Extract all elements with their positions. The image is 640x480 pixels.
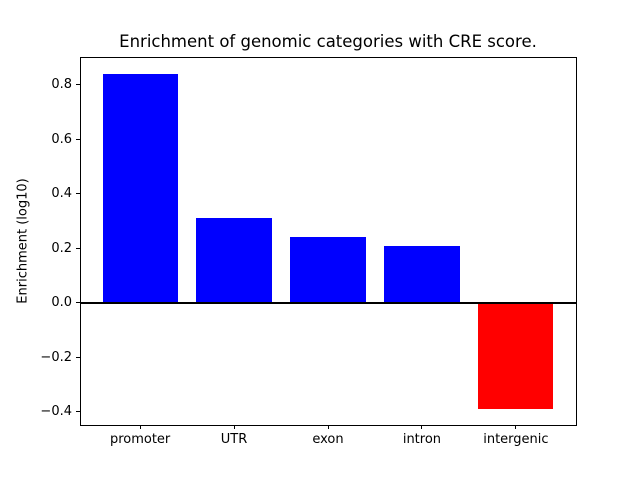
y-tick-label: −0.2: [40, 349, 72, 365]
y-tick-mark: [76, 247, 80, 249]
y-tick-label: 0.4: [51, 186, 72, 202]
bar-intron: [384, 245, 460, 303]
y-tick-mark: [76, 356, 80, 358]
y-axis-label: Enrichment (log10): [15, 178, 31, 304]
y-tick-mark: [76, 302, 80, 304]
x-tick-mark: [327, 425, 329, 429]
y-tick-label: 0.6: [51, 131, 72, 147]
chart-title: Enrichment of genomic categories with CR…: [119, 32, 537, 51]
y-tick-label: −0.4: [40, 404, 72, 420]
y-tick-mark: [76, 138, 80, 140]
y-tick-label: 0.8: [51, 77, 72, 93]
bar-UTR: [196, 218, 272, 303]
y-tick-mark: [76, 84, 80, 86]
x-tick-mark: [233, 425, 235, 429]
y-tick-label: 0.2: [51, 240, 72, 256]
x-tick-label-UTR: UTR: [220, 432, 248, 447]
y-tick-mark: [76, 411, 80, 413]
y-tick-label: 0.0: [51, 295, 72, 311]
x-tick-mark: [421, 425, 423, 429]
bar-intergenic: [478, 302, 554, 410]
y-tick-mark: [76, 193, 80, 195]
x-tick-label-intergenic: intergenic: [483, 432, 549, 447]
bar-exon: [290, 237, 366, 303]
x-tick-label-promoter: promoter: [109, 432, 171, 447]
x-tick-label-intron: intron: [402, 432, 442, 447]
x-tick-label-exon: exon: [312, 432, 344, 447]
bar-promoter: [102, 73, 178, 303]
x-tick-mark: [139, 425, 141, 429]
x-tick-mark: [515, 425, 517, 429]
zero-line: [80, 301, 576, 304]
